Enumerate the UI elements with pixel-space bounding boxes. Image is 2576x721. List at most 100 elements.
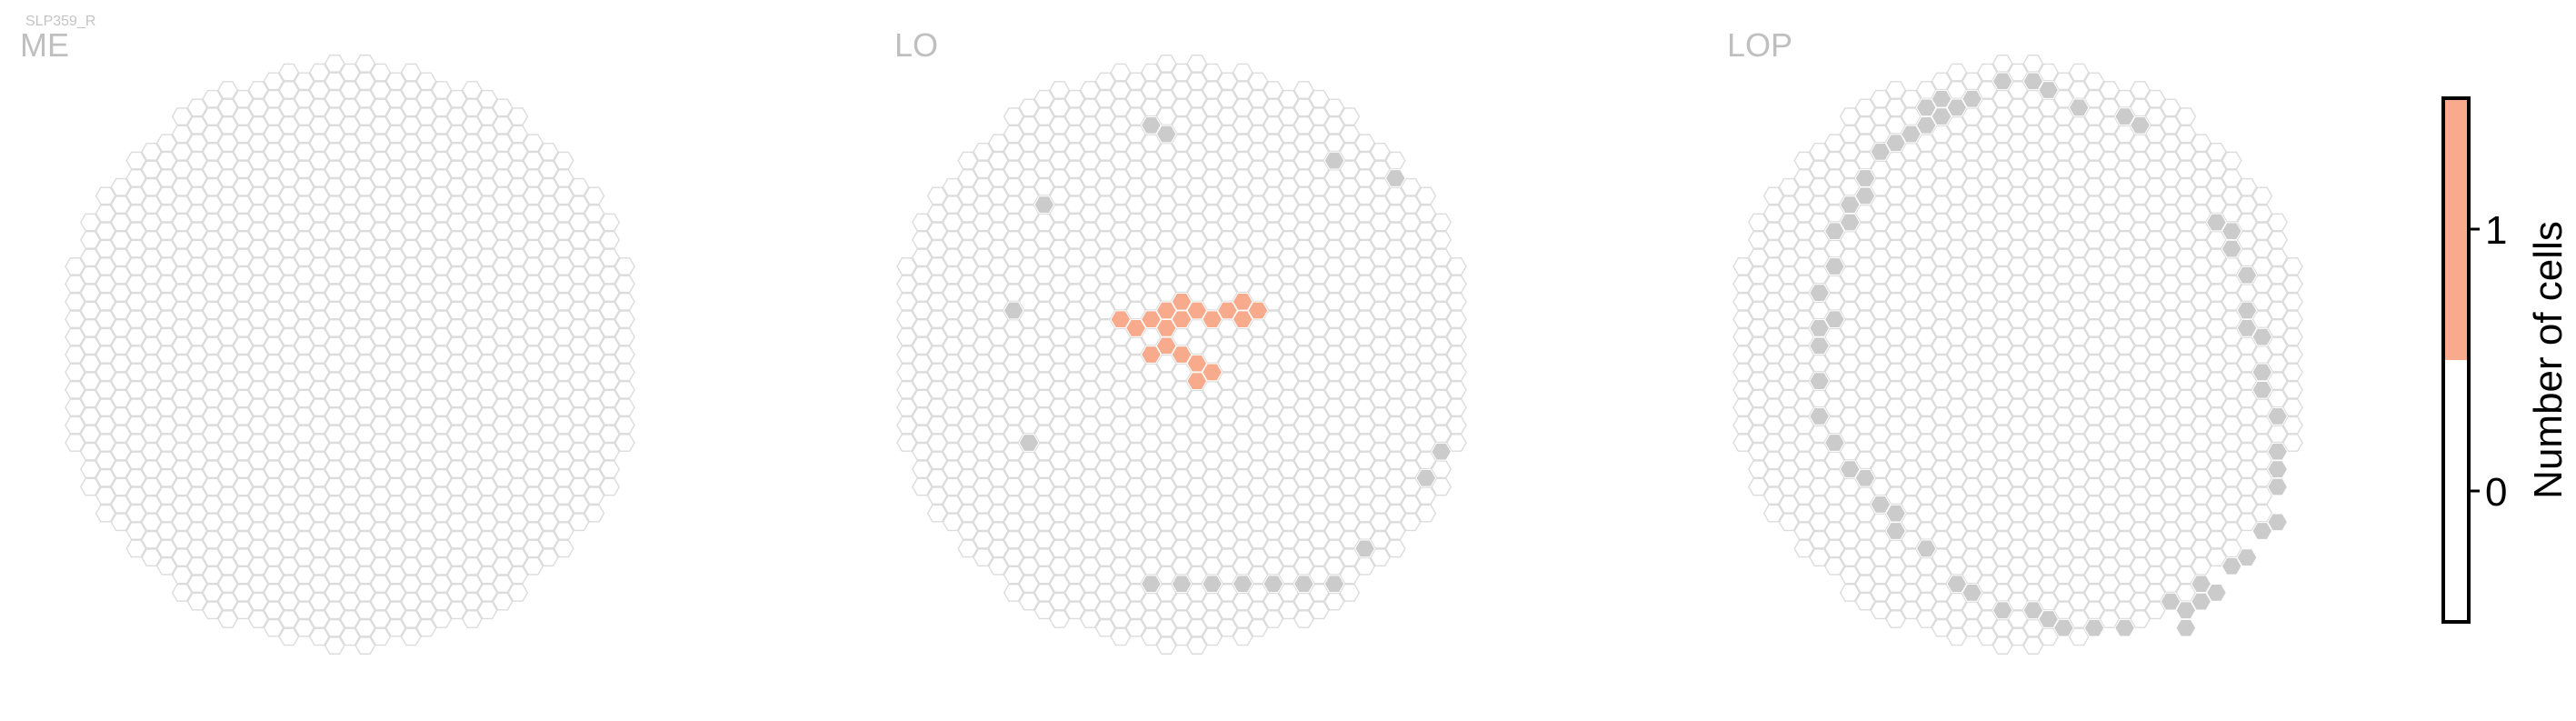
hex-empty (2083, 231, 2105, 249)
hex-empty (1339, 372, 1361, 390)
hex-empty (1976, 327, 1998, 346)
hex-empty (1079, 186, 1101, 205)
hex-empty (1094, 513, 1116, 532)
hex-empty (1762, 239, 1784, 258)
hex-empty (1171, 327, 1193, 346)
hex-empty (141, 425, 163, 444)
hex-empty (1079, 398, 1101, 417)
hex-empty (568, 496, 590, 514)
hex-empty (431, 81, 453, 99)
hex-empty (2022, 407, 2044, 426)
hex-boundary (1018, 434, 1040, 452)
hex-empty (1976, 151, 1998, 170)
hex-empty (2191, 204, 2212, 223)
hex-empty (2175, 548, 2197, 566)
hex-empty (896, 310, 918, 329)
hex-empty (1033, 513, 1055, 532)
hex-empty (1915, 486, 1937, 506)
hex-empty (523, 310, 544, 329)
hex-empty (1232, 416, 1253, 435)
hex-empty (400, 63, 422, 82)
hex-empty (1323, 292, 1345, 311)
hex-empty (1339, 407, 1361, 426)
hex-empty (599, 442, 621, 461)
hex-empty (1946, 345, 1968, 364)
hex-empty (294, 265, 315, 285)
hex-empty (507, 107, 529, 125)
hex-empty (1778, 231, 1800, 249)
hex-empty (2252, 504, 2273, 523)
hex-empty (1839, 530, 1861, 549)
hex-empty (2129, 556, 2151, 576)
hex-empty (324, 284, 345, 302)
hex-empty (1155, 548, 1177, 566)
hex-empty (2175, 231, 2197, 249)
hex-empty (973, 231, 994, 249)
hex-empty (1171, 380, 1193, 399)
hex-empty (1445, 398, 1467, 417)
hex-empty (1854, 327, 1876, 346)
hex-empty (217, 275, 239, 294)
hex-empty (370, 63, 392, 82)
hex-empty (2175, 372, 2197, 390)
hex-boundary (2236, 265, 2258, 285)
hex-empty (1278, 89, 1300, 108)
hex-empty (1415, 239, 1437, 258)
hex-empty (1094, 496, 1116, 514)
hex-empty (1063, 584, 1085, 602)
hex-empty (492, 204, 514, 223)
hex-empty (202, 389, 224, 408)
hex-empty (186, 539, 208, 558)
hex-empty (171, 354, 193, 373)
hex-empty (1823, 468, 1845, 487)
hex-empty (1415, 416, 1437, 435)
hex-empty (202, 584, 224, 602)
hex-empty (584, 363, 605, 382)
hex-empty (415, 496, 437, 514)
hex-empty (553, 239, 574, 258)
hex-empty (1155, 496, 1177, 514)
hex-empty (1976, 204, 1998, 223)
hex-empty (1900, 89, 1922, 108)
hex-empty (1870, 177, 1892, 196)
hex-empty (202, 160, 224, 179)
hex-empty (2191, 222, 2212, 241)
hex-empty (431, 327, 453, 346)
hex-empty (1125, 601, 1147, 620)
hex-empty (2160, 98, 2182, 117)
hex-empty (2083, 265, 2105, 285)
hex-empty (1778, 265, 1800, 285)
hex-empty (1762, 327, 1784, 346)
hex-empty (461, 239, 483, 258)
hex-empty (1793, 434, 1815, 452)
hex-empty (1992, 566, 2013, 585)
hex-empty (247, 186, 269, 205)
hex-empty (2160, 434, 2182, 452)
hex-empty (1140, 434, 1162, 452)
hex-empty (1870, 389, 1892, 408)
hex-empty (1202, 468, 1223, 487)
hex-empty (1976, 292, 1998, 311)
hex-empty (247, 222, 269, 241)
hex-empty (1854, 239, 1876, 258)
hex-empty (370, 257, 392, 275)
hex-empty (1033, 496, 1055, 514)
hex-boundary (2236, 548, 2258, 566)
hex-empty (324, 195, 345, 214)
hex-empty (2205, 548, 2227, 566)
hex-empty (1140, 239, 1162, 258)
hex-empty (2129, 363, 2151, 382)
hex-empty (186, 556, 208, 576)
hex-empty (476, 248, 498, 267)
hex-empty (599, 389, 621, 408)
hex-boundary (2221, 556, 2242, 576)
hex-empty (2038, 169, 2060, 187)
hex-empty (125, 169, 147, 187)
hex-empty (1931, 125, 1952, 144)
hex-empty (2252, 239, 2273, 258)
hex-empty (1155, 160, 1177, 179)
hex-empty (2191, 416, 2212, 435)
hex-empty (247, 468, 269, 487)
hex-empty (911, 265, 933, 285)
hex-empty (110, 354, 132, 373)
